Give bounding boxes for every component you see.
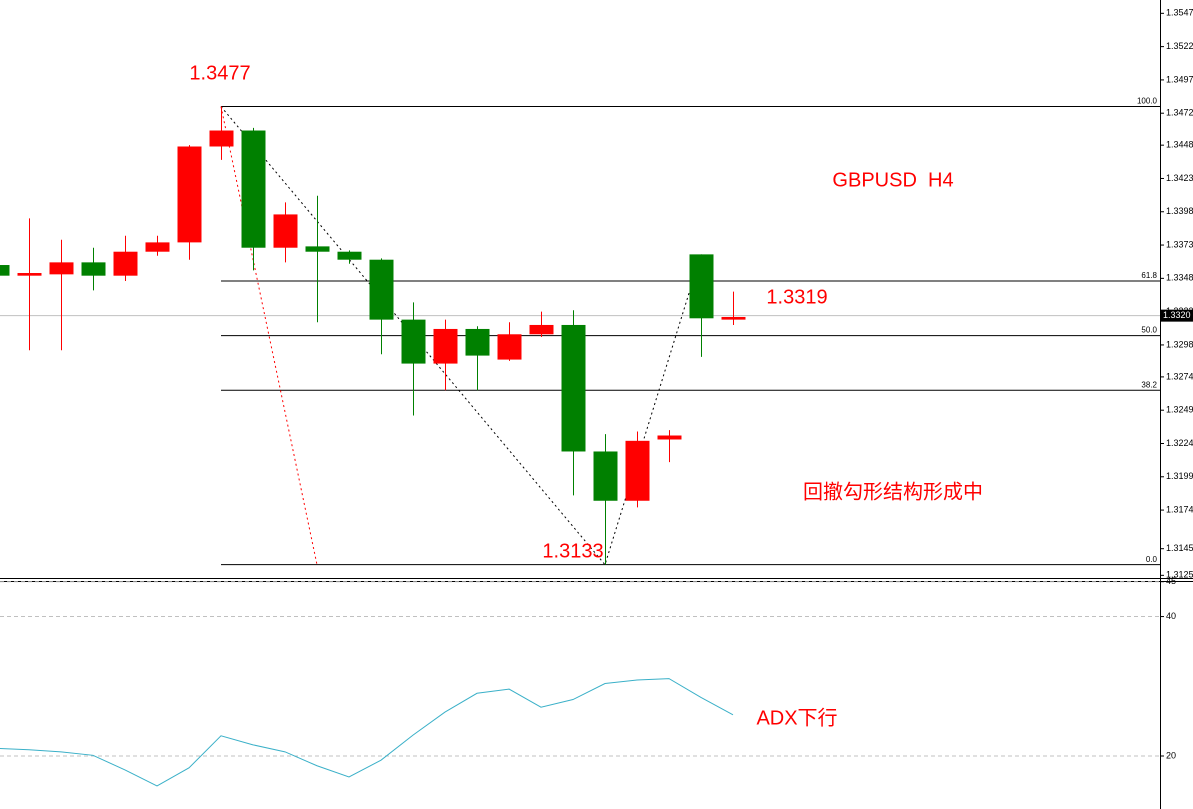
annotation: 1.3319: [766, 286, 827, 308]
fib-trendline: [220, 106, 318, 565]
candle-body: [177, 146, 202, 243]
candle-body: [145, 242, 170, 252]
y-tick-label: 1.3274: [1166, 371, 1193, 381]
annotation: 回撤勾形结构形成中: [803, 480, 983, 503]
annotation: 1.3133: [542, 540, 603, 562]
y-tick-label: 1.3373: [1166, 239, 1193, 249]
candle-body: [561, 324, 586, 452]
fib-label: 100.0: [1137, 97, 1158, 106]
plot-layer: 1.3547 1.3522 1.3497 1.3472 1.3448 1.3423 1.33…: [0, 8, 1193, 787]
y-tick-label: 1.3348: [1166, 273, 1193, 283]
candle-body: [657, 435, 682, 440]
y-tick-label: 1.3199: [1166, 471, 1193, 481]
y-tick-label: 1.3522: [1166, 41, 1193, 51]
candle-body: [529, 324, 554, 335]
y-tick-label: 20: [1166, 750, 1176, 760]
candle-body: [369, 259, 394, 320]
candle-body: [273, 214, 298, 248]
annotation: 1.3477: [189, 62, 250, 84]
candle-body: [337, 251, 362, 260]
y-tick-label: 1.3448: [1166, 140, 1193, 150]
candle-body: [0, 265, 10, 276]
y-tick-label: 1.3224: [1166, 438, 1193, 448]
y-tick-label: 1.3249: [1166, 405, 1193, 415]
y-tick-label: 1.3497: [1166, 74, 1193, 84]
candle-body: [241, 130, 266, 248]
fib-label: 61.8: [1141, 271, 1157, 280]
y-tick-label: 1.3547: [1166, 8, 1193, 18]
candle-body: [689, 254, 714, 319]
candle-body: [625, 440, 650, 501]
candle-body: [721, 316, 746, 320]
candle-body: [209, 130, 234, 147]
candle-body: [497, 334, 522, 360]
y-tick-label: 40: [1166, 611, 1176, 621]
last-price-box: [1161, 309, 1193, 322]
fib-label: 50.0: [1141, 326, 1157, 335]
fib-label: 38.2: [1141, 380, 1157, 389]
y-tick-label: 45: [1166, 576, 1176, 586]
y-tick-label: 1.3423: [1166, 173, 1193, 183]
y-tick-label: 1.3472: [1166, 108, 1193, 118]
candle-body: [593, 451, 618, 501]
adx-line: [0, 678, 734, 787]
y-tick-label: 1.3398: [1166, 206, 1193, 216]
annotation: GBPUSD H4: [832, 169, 953, 191]
candle-body: [113, 251, 138, 276]
fib-label: 0.0: [1146, 555, 1158, 564]
candle-body: [305, 246, 330, 252]
candle-body: [81, 262, 106, 276]
candle-body: [17, 273, 42, 276]
last-price-label: 1.3320: [1163, 310, 1191, 320]
candle-body: [433, 328, 458, 364]
y-tick-label: 1.3145: [1166, 543, 1193, 553]
y-tick-label: 1.3174: [1166, 504, 1193, 514]
candle-body: [401, 319, 426, 364]
y-tick-label: 1.3125: [1166, 570, 1193, 580]
annotation: ADX下行: [756, 706, 837, 729]
candle-body: [465, 328, 490, 356]
y-tick-label: 1.3298: [1166, 339, 1193, 349]
candle-body: [49, 262, 74, 275]
